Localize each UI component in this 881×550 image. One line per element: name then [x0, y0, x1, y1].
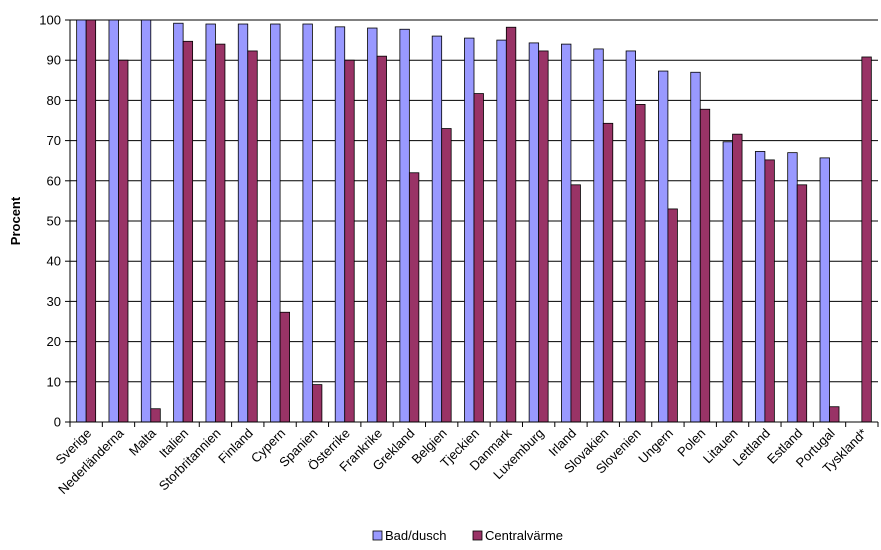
- bar-bad-dusch: [464, 37, 475, 423]
- bar-bad-dusch: [399, 28, 410, 423]
- y-tick-label: 10: [47, 374, 61, 389]
- bar-bad-dusch: [76, 19, 87, 423]
- bar-bad-dusch: [173, 22, 184, 423]
- bar-bad-dusch: [205, 23, 216, 423]
- bar-bad-dusch: [787, 152, 798, 423]
- bar-centralvarme: [182, 40, 194, 423]
- bar-bad-dusch: [722, 141, 733, 423]
- bar-centralvarme: [699, 108, 711, 423]
- x-tick-label: Malta: [126, 425, 160, 459]
- bar-bad-dusch: [431, 35, 443, 423]
- bar-bad-dusch: [561, 43, 572, 423]
- bar-centralvarme: [376, 55, 387, 423]
- bar-centralvarme: [118, 59, 129, 423]
- y-axis-title: Procent: [8, 196, 23, 245]
- bar-centralvarme: [150, 408, 161, 423]
- y-tick-label: 80: [47, 93, 61, 108]
- bar-centralvarme: [344, 59, 355, 423]
- bar-centralvarme: [667, 208, 678, 423]
- bar-bad-dusch: [658, 70, 669, 423]
- bar-bad-dusch: [496, 39, 507, 423]
- y-tick-label: 100: [39, 13, 61, 28]
- legend-swatch: [372, 530, 383, 541]
- bar-bad-dusch: [140, 19, 152, 423]
- bar-centralvarme: [247, 50, 258, 423]
- bars: [76, 19, 872, 423]
- bar-centralvarme: [570, 184, 581, 423]
- legend-label: Centralvärme: [485, 528, 563, 543]
- bar-centralvarme: [473, 93, 484, 423]
- bar-bad-dusch: [528, 42, 540, 423]
- bar-centralvarme: [861, 56, 872, 423]
- y-tick-label: 50: [47, 214, 61, 229]
- bar-centralvarme: [85, 19, 97, 423]
- y-tick-label: 30: [47, 294, 61, 309]
- bar-centralvarme: [764, 159, 775, 423]
- bar-bad-dusch: [593, 48, 604, 423]
- bar-centralvarme: [829, 406, 840, 423]
- bar-centralvarme: [635, 104, 646, 423]
- axes: [69, 20, 879, 427]
- bar-centralvarme: [538, 50, 549, 423]
- legend-label: Bad/dusch: [385, 528, 446, 543]
- bar-centralvarme: [408, 172, 420, 423]
- y-tick-label: 60: [47, 173, 61, 188]
- bar-centralvarme: [602, 122, 614, 423]
- x-tick-label: Finland: [215, 426, 256, 467]
- bar-bad-dusch: [334, 26, 346, 423]
- legend: Bad/dusch Centralvärme: [372, 528, 563, 543]
- bar-bad-dusch: [367, 27, 378, 423]
- bar-bad-dusch: [625, 50, 636, 423]
- bar-centralvarme: [505, 26, 517, 423]
- legend-swatch: [472, 530, 483, 541]
- bar-bad-dusch: [819, 157, 830, 423]
- y-tick-label: 40: [47, 254, 61, 269]
- bar-centralvarme: [732, 133, 743, 423]
- bar-bad-dusch: [237, 23, 249, 423]
- bar-bad-dusch: [690, 71, 701, 423]
- y-tick-label: 20: [47, 334, 61, 349]
- bar-bad-dusch: [270, 23, 281, 423]
- y-tick-label: 0: [54, 415, 61, 430]
- y-tick-label: 70: [47, 133, 61, 148]
- bar-centralvarme: [279, 311, 290, 423]
- bar-bad-dusch: [302, 23, 313, 423]
- bar-bad-dusch: [108, 19, 119, 423]
- x-tick-label: Ungern: [635, 426, 676, 467]
- y-tick-label: 90: [47, 53, 61, 68]
- bar-centralvarme: [796, 184, 808, 423]
- bar-centralvarme: [441, 128, 452, 423]
- bar-centralvarme: [215, 43, 226, 423]
- bar-bad-dusch: [754, 151, 766, 423]
- bar-centralvarme: [311, 384, 323, 423]
- y-tick-labels: 0 10 20 30 40 50 60 70 80 90 100: [39, 13, 61, 430]
